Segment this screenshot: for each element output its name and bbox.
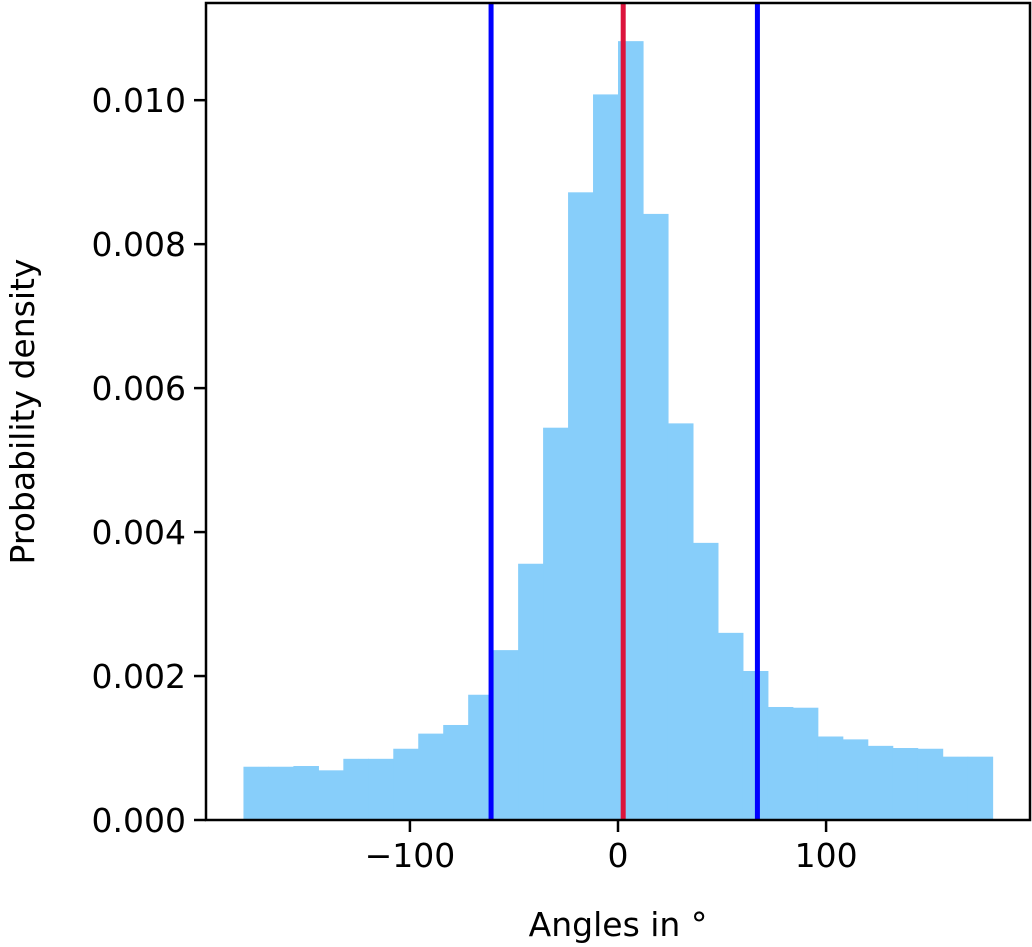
histogram-bar [842,739,869,820]
x-tick-label: −100 [365,836,456,875]
histogram-bar [942,756,969,820]
x-axis-ticks: −100 0 100 [365,820,858,875]
histogram-bar [493,650,519,820]
histogram-bar [593,94,619,821]
y-tick-label: 0.008 [92,225,186,264]
histogram-bar [543,427,569,820]
histogram-bar [967,756,994,820]
histogram-bar [293,766,319,820]
histogram-bar [368,758,394,820]
histogram-bar [892,748,919,820]
histogram-bar [867,745,894,820]
histogram-bar [443,724,469,820]
histogram-bar [792,707,819,820]
reference-lines [488,3,760,820]
histogram-bar [717,632,744,820]
y-tick-label: 0.000 [92,801,186,840]
histogram-bar [318,770,344,820]
x-tick-label: 0 [608,836,629,875]
histogram-bar [518,563,544,820]
histogram-bars [243,41,994,821]
histogram-bar [243,766,270,820]
x-axis-label: Angles in ° [529,905,708,944]
histogram-bar [393,748,419,820]
histogram-bar [817,736,844,820]
histogram-bar [917,748,944,820]
histogram-bar [692,542,719,820]
histogram-bar [343,758,369,820]
x-tick-label: 100 [795,836,858,875]
y-axis-label: Probability density [3,259,42,565]
histogram-bar [667,423,694,820]
histogram-bar [642,213,669,820]
y-tick-label: 0.010 [92,81,186,120]
y-tick-label: 0.002 [92,657,186,696]
y-axis-ticks: 0.000 0.002 0.004 0.006 0.008 0.010 [92,81,206,840]
histogram-bar [767,706,794,820]
histogram-bar [568,192,594,820]
y-tick-label: 0.004 [92,513,186,552]
histogram-bar [268,766,294,820]
y-tick-label: 0.006 [92,369,186,408]
histogram-bar [418,733,444,820]
